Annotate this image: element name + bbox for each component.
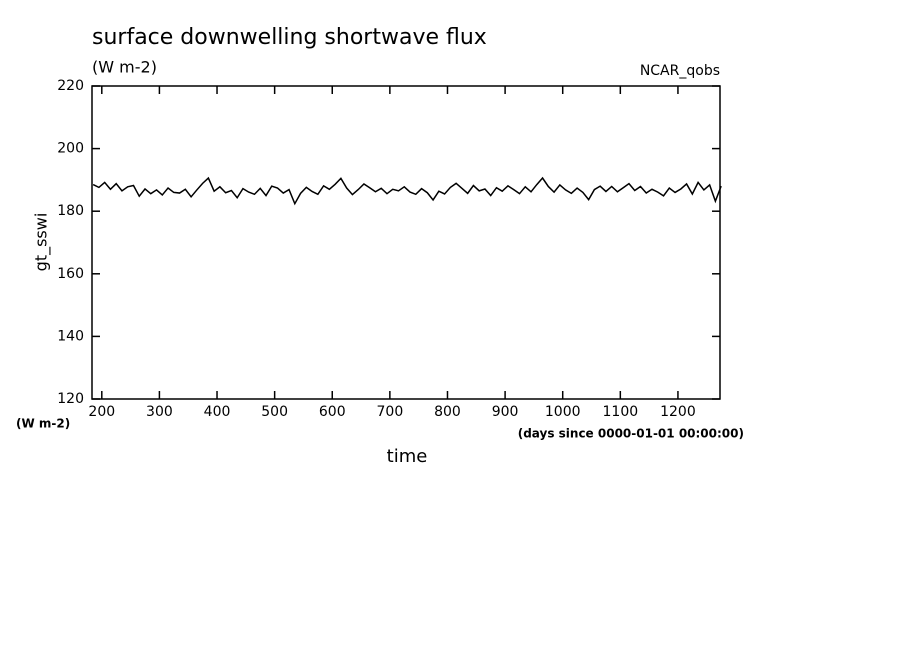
x-axis-unit: (days since 0000-01-01 00:00:00) [518,427,744,441]
y-tick-label: 120 [57,391,84,407]
chart-subtitle: (W m-2) [92,58,157,77]
y-tick-label: 220 [57,78,84,94]
y-tick-label: 140 [57,328,84,344]
y-axis-unit: (W m-2) [16,417,70,431]
source-label: NCAR_qobs [640,63,720,79]
x-tick-label: 300 [146,404,173,420]
chart-title: surface downwelling shortwave flux [92,25,487,50]
y-axis-label: gt_sswi [32,213,52,272]
x-tick-label: 700 [377,404,404,420]
x-tick-label: 500 [261,404,288,420]
x-tick-label: 1100 [603,404,639,420]
x-tick-label: 200 [88,404,115,420]
x-tick-label: 900 [492,404,519,420]
y-tick-label: 160 [57,266,84,282]
x-tick-label: 800 [434,404,461,420]
plot-frame [91,85,721,400]
x-tick-label: 1000 [545,404,581,420]
y-tick-label: 180 [57,203,84,219]
x-tick-label: 1200 [660,404,696,420]
x-axis-label: time [387,446,428,467]
data-line [92,176,722,206]
y-tick-label: 200 [57,141,84,157]
x-tick-label: 400 [204,404,231,420]
x-tick-label: 600 [319,404,346,420]
